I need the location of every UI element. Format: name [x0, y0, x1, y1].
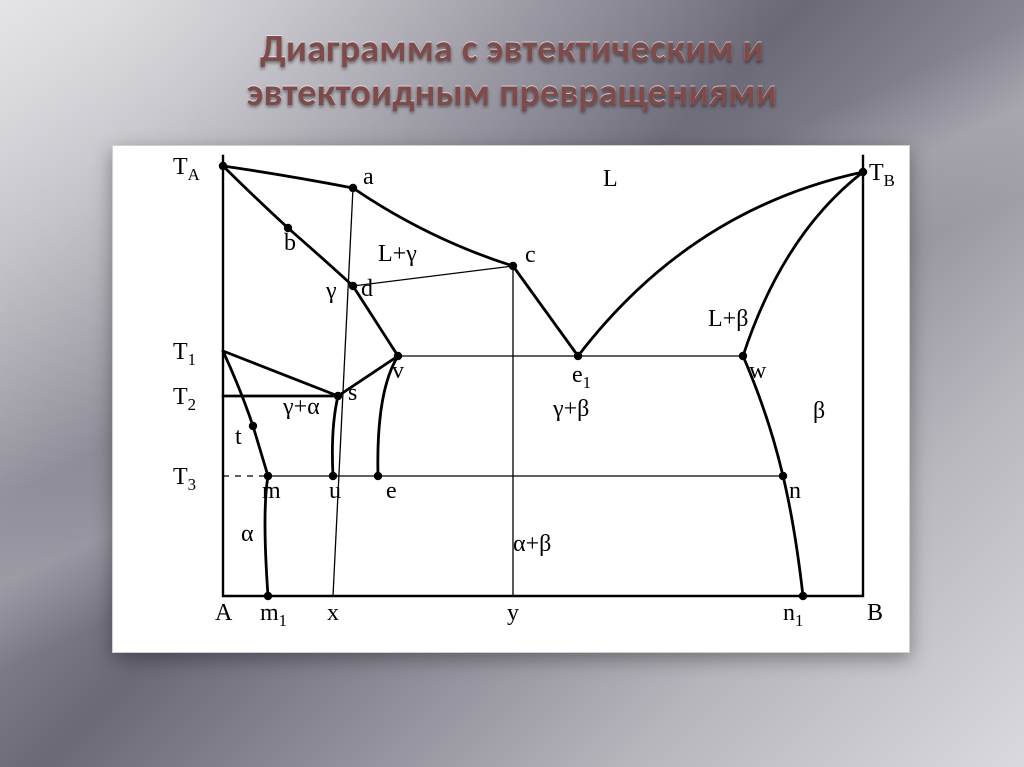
tie-line [353, 266, 513, 286]
phase-diagram-svg: TA T1 T2 T3 TB a b c d v e1 w s t m u e n m1 x y n1 A B L L+γ γ L+β… [113, 146, 909, 652]
point-label-e1: e1 [572, 362, 591, 392]
phase-curve-solidus-left [223, 166, 398, 356]
point-label-m1: m1 [260, 600, 287, 630]
point-d [349, 282, 357, 290]
point-label-A: A [215, 600, 233, 626]
point-e [374, 472, 382, 480]
point-label-u: u [329, 478, 341, 504]
point-n [779, 472, 787, 480]
point-TB [859, 168, 867, 176]
point-t [249, 422, 257, 430]
phase-curve-solidus-right [743, 172, 863, 356]
slide-title: Диаграмма с эвтектическим и эвтектоидным… [0, 28, 1024, 115]
region-label: L+γ [378, 241, 417, 267]
point-label-d: d [361, 276, 373, 302]
point-s [334, 392, 342, 400]
point-label-B: B [867, 600, 883, 626]
region-label: α+β [513, 531, 551, 557]
point-e1 [574, 352, 582, 360]
point-label-w: w [749, 358, 767, 384]
title-line-1: Диаграмма с эвтектическим и [260, 26, 764, 72]
y-tick-label: TA [173, 154, 200, 184]
slide-background: Диаграмма с эвтектическим и эвтектоидным… [0, 0, 1024, 767]
region-label: β [813, 398, 825, 424]
point-c [509, 262, 517, 270]
point-label-a: a [363, 164, 374, 190]
region-label: L+β [708, 306, 748, 332]
point-label-s: s [348, 380, 357, 406]
title-line-2: эвтектоидным превращениями [247, 70, 777, 116]
point-label-c: c [525, 242, 536, 268]
point-label-v: v [392, 358, 404, 384]
region-label: γ+β [552, 396, 589, 422]
point-n1 [799, 592, 807, 600]
region-label: α [241, 521, 254, 547]
phase-diagram-figure: TA T1 T2 T3 TB a b c d v e1 w s t m u e n m1 x y n1 A B L L+γ γ L+β… [112, 145, 910, 653]
y-tick-label-right: TB [869, 160, 895, 190]
point-TA [219, 162, 227, 170]
point-label-b: b [284, 230, 296, 256]
point-label-x: x [327, 600, 339, 626]
point-m1 [264, 592, 272, 600]
point-label-m: m [262, 478, 281, 504]
region-label: γ [325, 278, 337, 304]
phase-curve-alpha-top [223, 351, 268, 476]
point-label-y: y [507, 600, 519, 626]
phase-curve-gamma-to-T1 [223, 351, 398, 396]
point-label-n: n [789, 478, 801, 504]
point-label-t: t [235, 424, 242, 450]
y-tick-label: T2 [173, 384, 196, 414]
y-tick-label: T3 [173, 464, 196, 494]
point-a [349, 184, 357, 192]
region-label: L [603, 166, 618, 192]
region-label: γ+α [282, 394, 320, 420]
point-label-n1: n1 [783, 600, 803, 630]
axes [223, 156, 863, 596]
y-tick-label: T1 [173, 339, 196, 369]
point-w [739, 352, 747, 360]
point-label-e: e [386, 478, 397, 504]
